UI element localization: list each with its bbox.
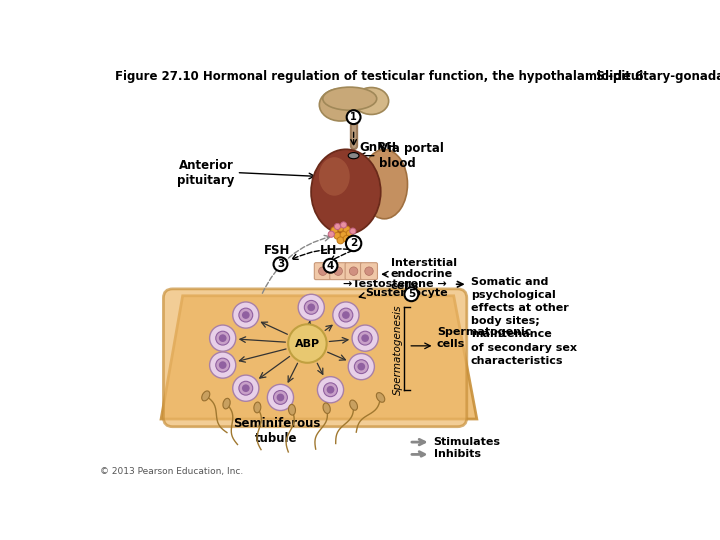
Circle shape	[331, 227, 338, 234]
Ellipse shape	[319, 157, 350, 195]
Circle shape	[333, 302, 359, 328]
Circle shape	[361, 334, 369, 342]
Circle shape	[323, 259, 338, 273]
Ellipse shape	[323, 403, 330, 414]
Text: LH: LH	[320, 244, 338, 257]
FancyBboxPatch shape	[330, 262, 346, 280]
Text: ABP: ABP	[294, 339, 320, 348]
Circle shape	[239, 308, 253, 322]
Circle shape	[342, 311, 350, 319]
FancyBboxPatch shape	[315, 262, 331, 280]
Circle shape	[337, 225, 344, 232]
Circle shape	[365, 267, 373, 275]
Circle shape	[323, 383, 338, 397]
Circle shape	[346, 230, 354, 237]
FancyBboxPatch shape	[345, 262, 362, 280]
Text: Via portal
blood: Via portal blood	[379, 141, 444, 170]
Polygon shape	[161, 296, 477, 419]
Circle shape	[354, 360, 368, 374]
Circle shape	[242, 311, 250, 319]
Circle shape	[274, 390, 287, 404]
Text: Slide 6: Slide 6	[596, 70, 644, 83]
Text: Anterior
pituitary: Anterior pituitary	[177, 159, 234, 187]
Ellipse shape	[202, 391, 210, 401]
Text: →Testosterone →: →Testosterone →	[343, 279, 446, 289]
Circle shape	[346, 236, 361, 251]
Text: 5: 5	[408, 289, 415, 299]
Circle shape	[334, 224, 341, 230]
Circle shape	[233, 375, 259, 401]
Circle shape	[219, 361, 227, 369]
Circle shape	[405, 287, 418, 301]
Ellipse shape	[354, 87, 389, 114]
Text: Spermatogenesis: Spermatogenesis	[392, 305, 402, 395]
Ellipse shape	[361, 150, 408, 219]
Text: Stimulates: Stimulates	[433, 437, 500, 447]
Text: 1: 1	[350, 112, 357, 122]
Text: 3: 3	[276, 259, 284, 269]
Circle shape	[340, 232, 347, 239]
Circle shape	[346, 110, 361, 124]
Text: Seminiferous
tubule: Seminiferous tubule	[233, 416, 320, 444]
Circle shape	[341, 222, 346, 228]
Text: Inhibits: Inhibits	[433, 449, 481, 460]
Circle shape	[307, 303, 315, 311]
Text: Interstitial
endocrine
cells: Interstitial endocrine cells	[390, 258, 456, 291]
Circle shape	[339, 308, 353, 322]
Circle shape	[359, 331, 372, 345]
Circle shape	[219, 334, 227, 342]
Ellipse shape	[254, 402, 261, 413]
Circle shape	[298, 294, 324, 320]
Text: Figure 27.10 Hormonal regulation of testicular function, the hypothalamic-pituit: Figure 27.10 Hormonal regulation of test…	[115, 70, 720, 83]
Text: GnRH: GnRH	[360, 141, 397, 154]
Ellipse shape	[350, 400, 357, 410]
Circle shape	[305, 300, 318, 314]
Text: FSH: FSH	[264, 244, 289, 257]
FancyBboxPatch shape	[163, 289, 467, 427]
Ellipse shape	[223, 399, 230, 409]
Circle shape	[318, 267, 327, 275]
Circle shape	[318, 377, 343, 403]
Circle shape	[337, 237, 344, 244]
Circle shape	[327, 386, 334, 394]
Ellipse shape	[311, 150, 381, 234]
Text: © 2013 Pearson Education, Inc.: © 2013 Pearson Education, Inc.	[99, 467, 243, 476]
Text: 4: 4	[327, 261, 334, 271]
FancyBboxPatch shape	[361, 262, 377, 280]
Circle shape	[328, 231, 334, 237]
Circle shape	[239, 381, 253, 395]
Ellipse shape	[312, 150, 379, 233]
Ellipse shape	[288, 325, 327, 363]
Circle shape	[267, 384, 294, 410]
Circle shape	[210, 352, 235, 378]
Circle shape	[343, 235, 350, 242]
Text: Sustentocyte: Sustentocyte	[365, 288, 448, 299]
Circle shape	[216, 358, 230, 372]
Circle shape	[350, 228, 356, 234]
Ellipse shape	[377, 393, 384, 402]
Circle shape	[210, 325, 235, 351]
Text: Spermatogenic
cells: Spermatogenic cells	[437, 327, 531, 349]
Ellipse shape	[320, 89, 361, 121]
Text: 2: 2	[350, 239, 357, 248]
Circle shape	[216, 331, 230, 345]
Ellipse shape	[323, 87, 377, 110]
Circle shape	[334, 232, 341, 239]
Circle shape	[242, 384, 250, 392]
Ellipse shape	[289, 404, 295, 415]
Circle shape	[274, 257, 287, 271]
Circle shape	[352, 325, 378, 351]
Circle shape	[348, 354, 374, 380]
Circle shape	[276, 394, 284, 401]
Circle shape	[349, 267, 358, 275]
Circle shape	[343, 226, 350, 233]
Ellipse shape	[348, 153, 359, 159]
Circle shape	[233, 302, 259, 328]
Text: Somatic and
psychological
effects at other
body sites;
maintenance
of secondary : Somatic and psychological effects at oth…	[471, 276, 577, 366]
Circle shape	[334, 267, 343, 275]
Circle shape	[357, 363, 365, 370]
